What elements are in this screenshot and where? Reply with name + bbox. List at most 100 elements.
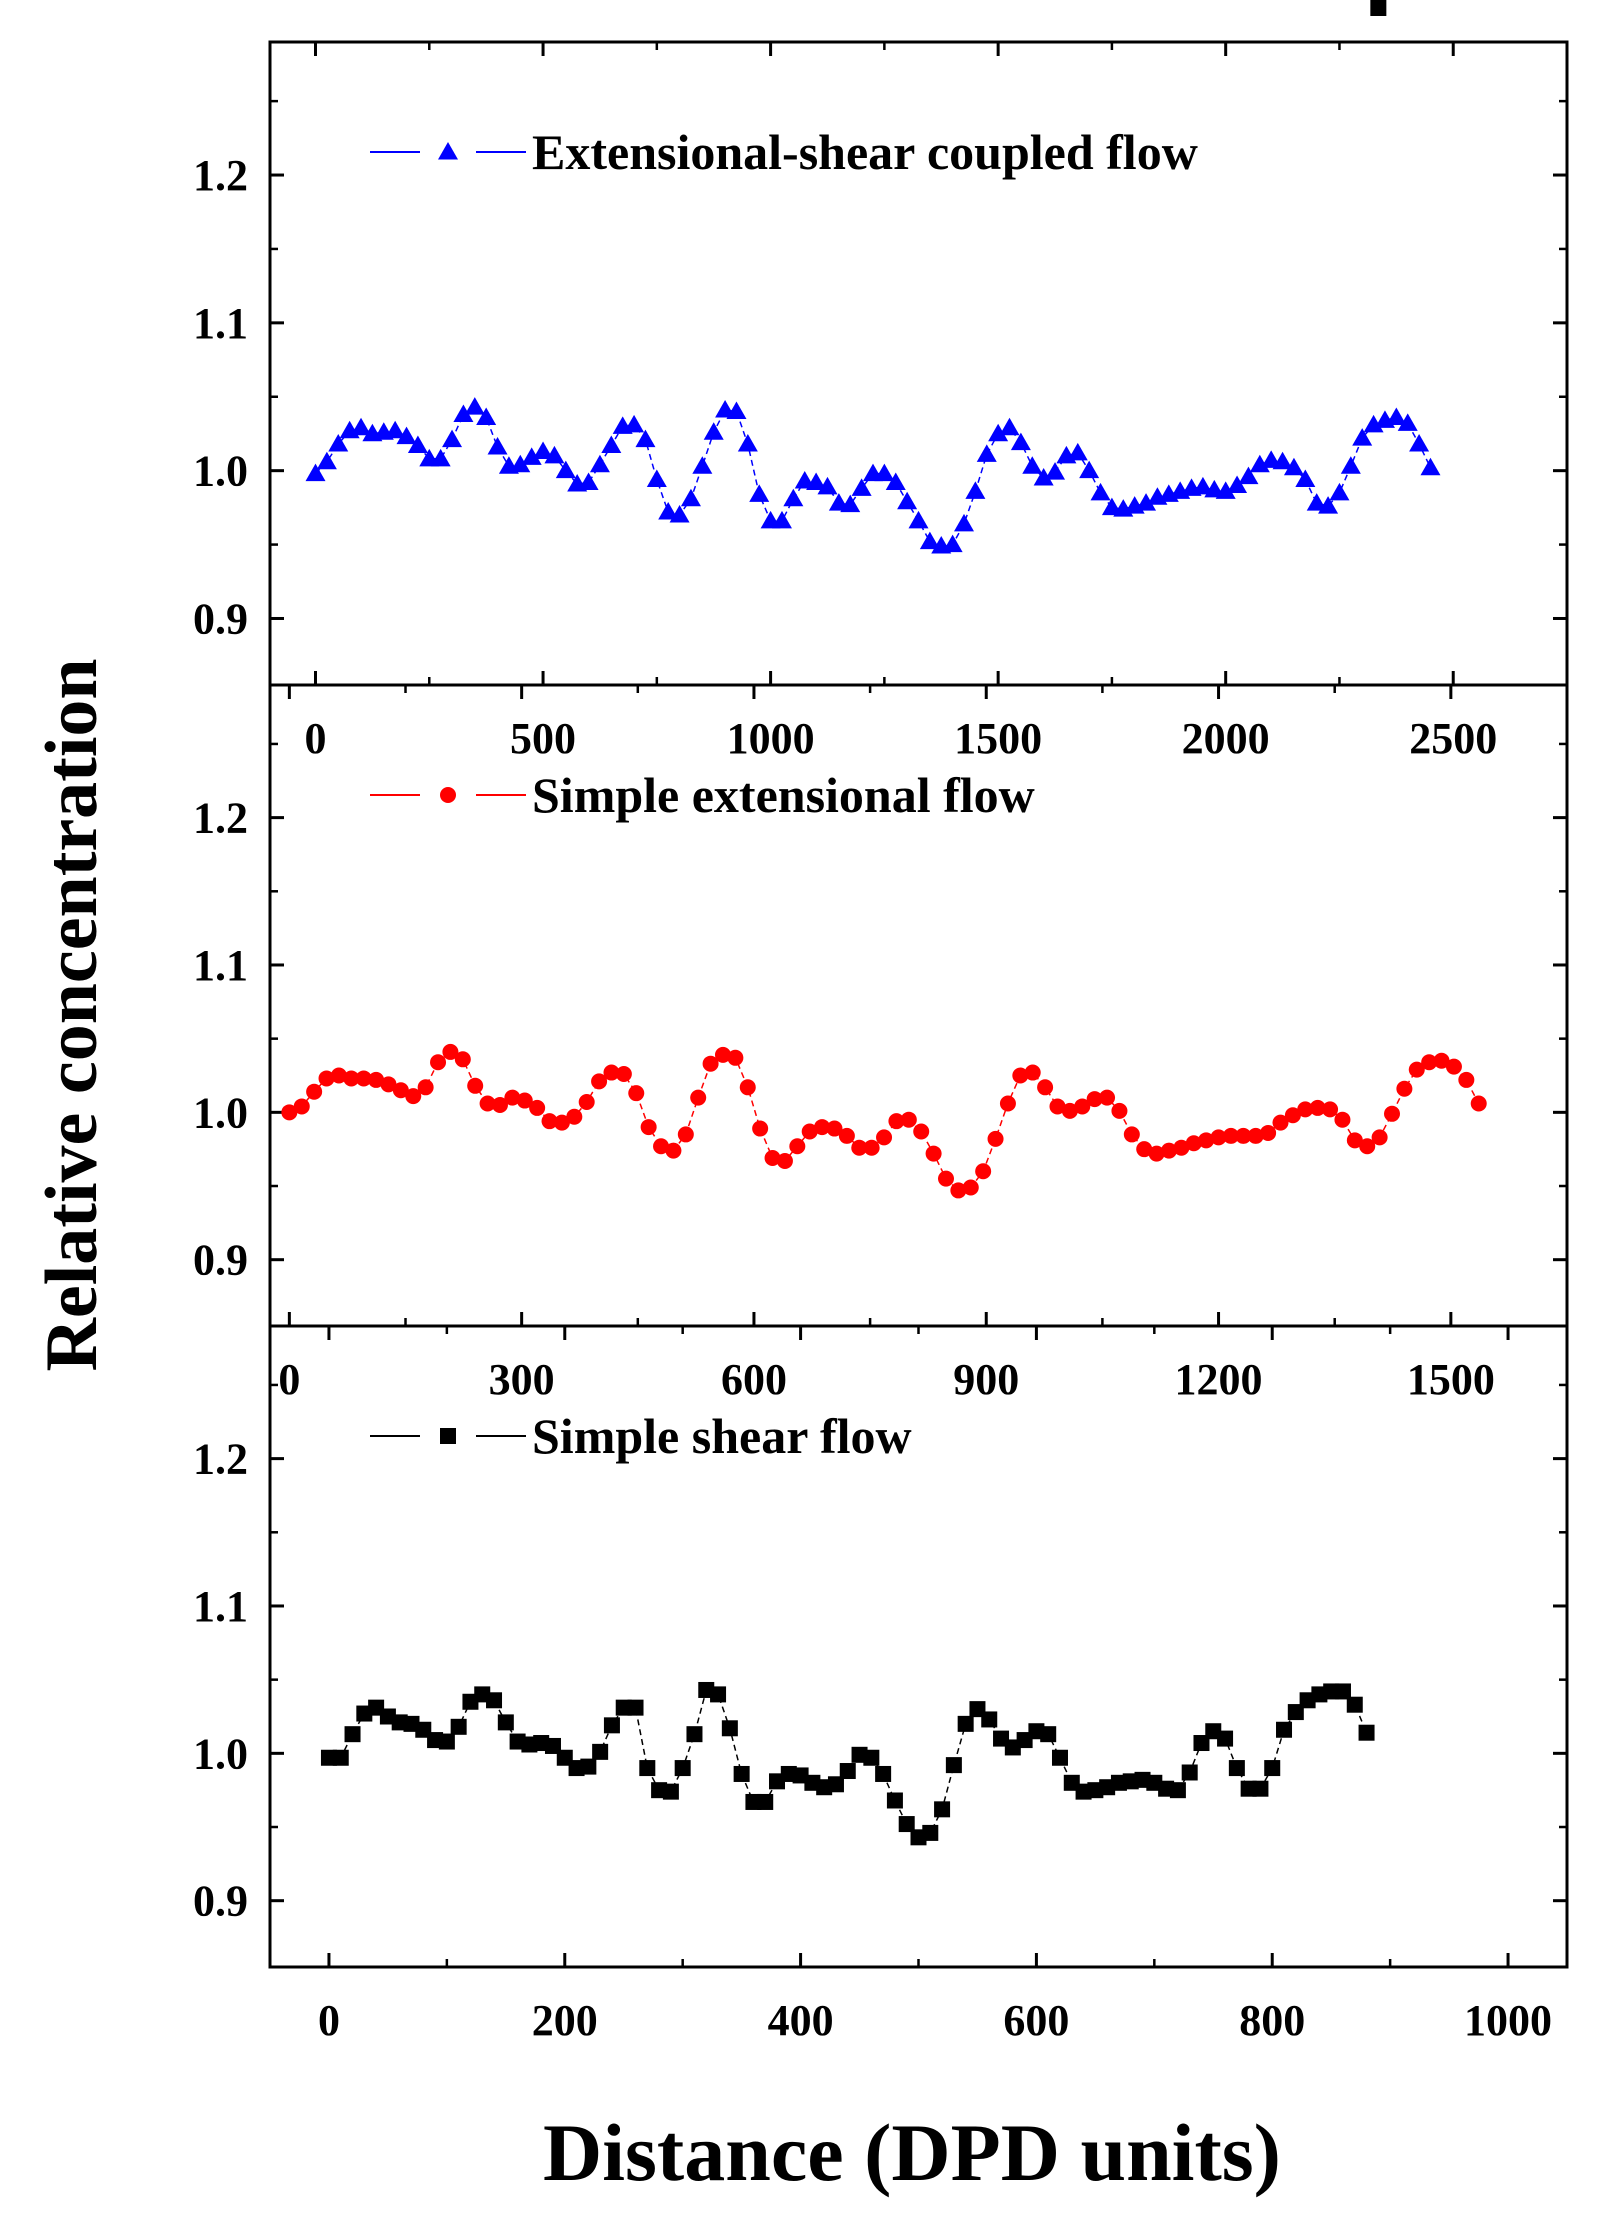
legend-marker	[440, 787, 456, 803]
data-point	[851, 1139, 868, 1156]
data-point	[464, 397, 485, 415]
x-tick-label: 800	[1239, 1996, 1305, 2045]
data-point	[954, 513, 975, 532]
data-point	[450, 1718, 467, 1735]
data-point	[826, 1120, 843, 1137]
data-point	[476, 407, 497, 425]
data-point	[1272, 1114, 1289, 1131]
data-point	[776, 1152, 793, 1169]
data-point	[925, 1145, 942, 1162]
data-point	[281, 1104, 298, 1121]
data-point	[965, 481, 986, 499]
data-point	[1136, 1141, 1153, 1158]
data-point	[1111, 1102, 1128, 1119]
legend-label: Simple extensional flow	[532, 767, 1035, 823]
data-point	[714, 1046, 731, 1063]
data-point	[1470, 1095, 1487, 1112]
data-point	[934, 1801, 951, 1818]
data-point	[1067, 442, 1088, 461]
data-point	[839, 1763, 856, 1780]
data-point	[553, 1114, 570, 1131]
y-tick-label: 1.2	[193, 1435, 248, 1484]
data-point	[1024, 1064, 1041, 1081]
data-point	[653, 1138, 670, 1155]
data-point	[1396, 1080, 1413, 1097]
data-point	[1227, 475, 1248, 493]
data-point	[976, 444, 997, 462]
data-point	[1198, 1132, 1215, 1149]
data-point	[1074, 1098, 1091, 1115]
data-point	[467, 1077, 484, 1094]
data-point	[407, 435, 428, 454]
data-point	[578, 472, 599, 490]
data-point	[1445, 1058, 1462, 1075]
data-point	[814, 1119, 831, 1136]
data-point	[752, 1120, 769, 1137]
data-point	[851, 478, 872, 496]
y-tick-label: 1.0	[193, 1088, 248, 1137]
legend-label: Simple shear flow	[532, 1408, 912, 1464]
data-point	[355, 1070, 372, 1087]
data-point	[430, 1054, 447, 1071]
data-point	[838, 1127, 855, 1144]
data-point	[1173, 1139, 1190, 1156]
data-point	[1297, 1101, 1314, 1118]
data-point	[417, 1079, 434, 1096]
data-point	[510, 454, 531, 473]
panel-top: 0.9 1.0 1.1 1.2 0 500 1000 1500 2000 2500 Extensio…	[193, 40, 1569, 763]
data-point	[888, 1113, 905, 1130]
data-point	[733, 1765, 750, 1782]
data-point	[580, 1758, 597, 1775]
data-point	[801, 1123, 818, 1140]
data-point	[1264, 1760, 1281, 1777]
data-point	[1358, 1724, 1375, 1741]
data-point	[603, 1064, 620, 1081]
data-point	[646, 469, 667, 488]
data-point	[863, 1139, 880, 1156]
data-point	[306, 1083, 323, 1100]
data-point	[900, 1111, 917, 1128]
data-point	[876, 1129, 893, 1146]
data-point	[1260, 1124, 1277, 1141]
data-point	[344, 1726, 361, 1743]
data-point	[1169, 1782, 1186, 1799]
data-point	[690, 1089, 707, 1106]
data-point	[692, 456, 713, 474]
data-point	[721, 1720, 738, 1737]
x-tick-label: 0	[305, 714, 327, 763]
data-point	[1037, 1079, 1054, 1096]
y-tick-label: 1.0	[193, 1729, 248, 1778]
x-tick-label: 1000	[1464, 1996, 1552, 2045]
data-point	[987, 1130, 1004, 1147]
data-point	[1160, 1142, 1177, 1159]
data-point	[351, 417, 372, 436]
data-point	[1346, 1132, 1363, 1149]
legend: Simple shear flow	[370, 1408, 912, 1464]
x-tick-label: 1500	[1407, 1355, 1495, 1404]
data-point	[1284, 1107, 1301, 1124]
data-point	[541, 1113, 558, 1130]
data-point	[937, 1170, 954, 1187]
data-point	[479, 1095, 496, 1112]
data-point	[615, 1066, 632, 1083]
data-point	[975, 1163, 992, 1180]
data-point	[1329, 482, 1350, 501]
x-tick-label: 400	[768, 1996, 834, 2045]
x-tick-label: 200	[532, 1996, 598, 2045]
data-point	[922, 1824, 939, 1841]
data-point	[680, 488, 701, 507]
data-point	[662, 1783, 679, 1800]
data-point	[1215, 481, 1236, 499]
data-point	[555, 460, 576, 479]
data-point	[674, 1760, 691, 1777]
data-point	[1192, 476, 1213, 495]
x-tick-label: 1500	[954, 714, 1042, 763]
x-tick-label: 1000	[727, 714, 815, 763]
data-point	[1010, 432, 1031, 451]
data-point	[962, 1179, 979, 1196]
data-point	[330, 1067, 347, 1084]
data-point	[497, 1714, 514, 1731]
data-point	[589, 454, 610, 473]
data-point	[957, 1715, 974, 1732]
